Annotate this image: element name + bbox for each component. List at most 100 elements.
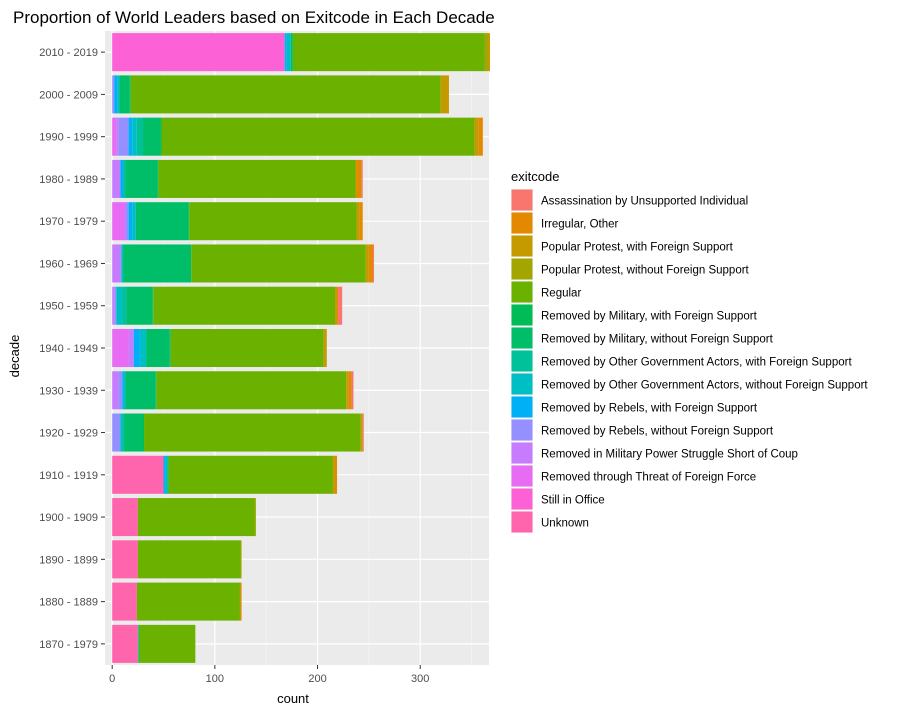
bar-segment <box>478 117 483 156</box>
legend-label: Unknown <box>541 518 589 530</box>
legend-label: Removed by Rebels, with Foreign Support <box>541 403 758 415</box>
bar-segment <box>138 624 196 663</box>
bar-segment <box>167 455 169 494</box>
legend-label: Popular Protest, without Foreign Support <box>541 265 750 277</box>
y-tick-label: 1880 - 1889 <box>39 597 98 609</box>
chart-title: Proportion of World Leaders based on Exi… <box>13 8 495 27</box>
bar-segment <box>368 244 373 283</box>
bar-segment <box>112 75 115 114</box>
legend-label: Assassination by Unsupported Individual <box>541 196 748 208</box>
plot-panel <box>105 31 491 665</box>
y-tick-label: 1950 - 1959 <box>39 301 98 313</box>
legend-swatch <box>511 396 533 418</box>
legend-swatch <box>511 419 533 441</box>
bar-segment <box>152 286 154 325</box>
bar-segment <box>112 286 115 325</box>
bar-segment <box>136 117 143 156</box>
x-tick-label: 200 <box>308 673 326 685</box>
y-tick-label: 1980 - 1989 <box>39 174 98 186</box>
bar-segment <box>188 202 190 241</box>
bar-segment <box>119 75 130 114</box>
legend-swatch <box>511 212 533 234</box>
legend-label: Removed by Military, with Foreign Suppor… <box>541 311 758 323</box>
legend-swatch <box>511 235 533 257</box>
bar-segment <box>112 159 121 198</box>
bar-segment <box>156 371 347 410</box>
legend-title: exitcode <box>511 169 559 184</box>
bar-segment <box>122 286 127 325</box>
legend-swatch <box>511 350 533 372</box>
legend-swatch <box>511 442 533 464</box>
y-tick-label: 1930 - 1939 <box>39 385 98 397</box>
bar-segment <box>124 413 143 452</box>
bar-segment <box>169 328 171 368</box>
bar-segment <box>334 455 338 494</box>
legend-swatch <box>511 488 533 510</box>
bar-segment <box>122 244 124 283</box>
bar-segment <box>125 371 156 410</box>
bar-segment <box>290 33 293 72</box>
bar-segment <box>132 117 137 156</box>
bar-segment <box>165 455 168 494</box>
legend-label: Irregular, Other <box>541 219 619 231</box>
bar-segment <box>130 75 441 114</box>
bar-segment <box>334 286 338 325</box>
bar-segment <box>123 159 126 198</box>
bar-segment <box>346 371 349 410</box>
bar-segment <box>161 117 475 156</box>
bar-segment <box>129 75 131 114</box>
y-tick-label: 2010 - 2019 <box>39 47 98 59</box>
bar-segment <box>153 286 335 325</box>
legend-label: Removed through Threat of Foreign Force <box>541 472 756 484</box>
legend-swatch <box>511 281 533 303</box>
bar-segment <box>292 33 485 72</box>
bar-segment <box>126 286 153 325</box>
bar-segment <box>484 33 488 72</box>
y-tick-label: 1940 - 1949 <box>39 343 98 355</box>
bar-segment <box>112 540 138 579</box>
bar-segment <box>351 371 354 410</box>
bar-segment <box>135 202 189 241</box>
bar-segment <box>116 286 123 325</box>
bar-segment <box>348 371 352 410</box>
bar-segment <box>128 117 133 156</box>
y-tick-label: 1870 - 1979 <box>39 639 98 651</box>
y-tick-label: 2000 - 2009 <box>39 89 98 101</box>
bar-segment <box>112 582 137 621</box>
legend-swatch <box>511 465 533 487</box>
bar-segment <box>440 75 449 114</box>
bar-segment <box>155 371 157 410</box>
bar-segment <box>142 413 145 452</box>
x-tick-label: 300 <box>411 673 429 685</box>
bar-segment <box>332 455 335 494</box>
bar-segment <box>337 286 339 325</box>
bar-segment <box>112 624 138 663</box>
bar-segment <box>112 498 138 537</box>
bar-segment <box>118 371 123 410</box>
y-axis-title: decade <box>7 335 22 378</box>
bar-segment <box>124 202 126 241</box>
legend-label: Regular <box>541 288 581 300</box>
bar-segment <box>362 413 364 452</box>
bar-segment <box>356 202 360 241</box>
bar-segment <box>120 159 124 198</box>
bar-segment <box>189 202 357 241</box>
legend-swatch <box>511 327 533 349</box>
bar-segment <box>112 117 117 156</box>
x-tick-label: 0 <box>109 673 115 685</box>
bar-segment <box>125 202 129 241</box>
bar-segment <box>112 202 125 241</box>
bar-segment <box>117 75 120 114</box>
legend: exitcode Assassination by Unsupported In… <box>511 169 868 533</box>
y-tick-label: 1920 - 1929 <box>39 428 98 440</box>
bar-segment <box>372 244 375 283</box>
bar-segment <box>112 328 129 368</box>
y-tick-label: 1890 - 1899 <box>39 554 98 566</box>
legend-swatch <box>511 511 533 533</box>
bar-segment <box>112 33 285 72</box>
legend-label: Removed in Military Power Struggle Short… <box>541 449 798 461</box>
bar-segment <box>122 413 125 452</box>
bar-segment <box>365 244 369 283</box>
bar-segment <box>158 159 356 198</box>
